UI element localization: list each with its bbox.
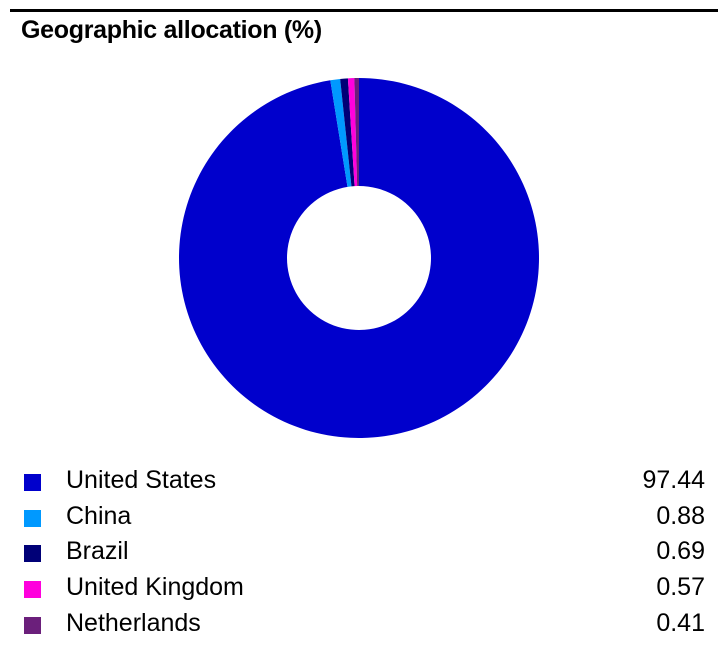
legend-value: 0.69	[656, 537, 705, 565]
legend-item: Brazil 0.69	[0, 535, 728, 571]
legend-label: China	[66, 502, 132, 530]
legend-label: Netherlands	[66, 609, 201, 637]
legend-swatch	[24, 545, 41, 562]
legend-label: United Kingdom	[66, 573, 244, 601]
legend-swatch	[24, 510, 41, 527]
legend-item: United States 97.44	[0, 464, 728, 500]
legend-item: China 0.88	[0, 500, 728, 536]
legend-label: United States	[66, 466, 217, 494]
legend-swatch	[24, 474, 41, 491]
legend-value: 0.88	[656, 502, 705, 530]
slice-united-kingdom	[347, 78, 358, 187]
legend-value: 0.41	[656, 609, 705, 637]
donut-chart	[179, 78, 540, 439]
legend-item: United Kingdom 0.57	[0, 571, 728, 607]
slice-united-states	[179, 78, 540, 439]
slice-china	[330, 78, 352, 187]
legend-item: Netherlands 0.41	[0, 607, 728, 643]
legend-swatch	[24, 581, 41, 598]
legend-swatch	[24, 617, 41, 634]
legend-label: Brazil	[66, 537, 129, 565]
legend-value: 97.44	[642, 466, 705, 494]
slice-netherlands	[354, 78, 359, 187]
chart-title: Geographic allocation (%)	[21, 16, 322, 44]
slice-brazil	[340, 78, 355, 187]
legend-value: 0.57	[656, 573, 705, 601]
top-rule	[10, 9, 718, 12]
